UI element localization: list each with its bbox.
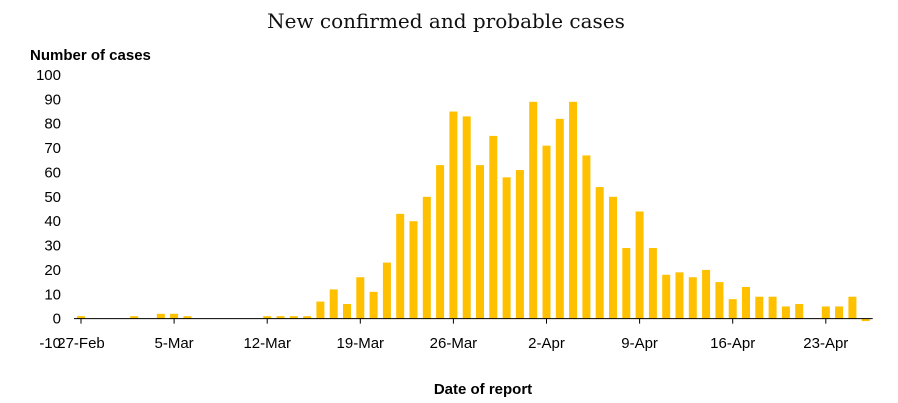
bar-28-Mar	[476, 165, 484, 319]
bar-31-Mar	[515, 170, 524, 319]
bar-23-Mar	[409, 221, 418, 319]
bar-5-Apr	[582, 155, 591, 319]
bar-15-Mar	[303, 316, 312, 319]
y-tick-label: 30	[44, 238, 61, 255]
bar-19-Mar	[356, 277, 365, 319]
x-axis: 27-Feb 5-Mar 12-Mar 19-Mar 26-Mar 2-Apr 9-Apr 1…	[57, 318, 848, 352]
y-tick-label: 80	[44, 116, 61, 133]
bar-21-Mar	[382, 262, 391, 319]
chart-title: New confirmed and probable cases	[267, 9, 625, 33]
bar-2-Apr	[542, 145, 551, 319]
bar-13-Apr	[688, 277, 697, 319]
y-tick-label: 40	[44, 213, 61, 230]
bar-26-Apr	[861, 318, 870, 322]
bar-5-Mar	[170, 313, 179, 319]
x-tick-label: 27-Feb	[57, 335, 105, 352]
bar-26-Mar	[449, 111, 458, 319]
x-tick-label: 9-Apr	[621, 335, 658, 352]
bar-21-Apr	[795, 304, 804, 319]
x-axis-title: Date of report	[434, 381, 532, 398]
bar-27-Feb	[77, 316, 85, 319]
y-tick-label: -10	[39, 335, 61, 352]
bar-3-Apr	[555, 118, 564, 319]
y-tick-label: 0	[53, 311, 61, 328]
x-tick-label: 23-Apr	[803, 335, 848, 352]
y-tick-label: 20	[44, 262, 61, 279]
bar-13-Mar	[276, 316, 285, 319]
bar-6-Mar	[183, 316, 192, 319]
bar-18-Apr	[755, 296, 764, 319]
bar-4-Mar	[156, 313, 165, 319]
x-tick-label: 12-Mar	[243, 335, 291, 352]
y-tick-label: 70	[44, 140, 61, 157]
bar-4-Apr	[569, 101, 578, 319]
bar-24-Apr	[835, 306, 844, 319]
bar-29-Mar	[489, 135, 498, 319]
bar-15-Apr	[715, 282, 724, 319]
bar-27-Mar	[462, 116, 471, 319]
bar-20-Mar	[369, 291, 378, 319]
bar-9-Apr	[635, 211, 644, 319]
x-tick-label: 16-Apr	[710, 335, 755, 352]
bar-19-Apr	[768, 296, 777, 319]
x-tick-label: 2-Apr	[528, 335, 565, 352]
x-tick-label: 5-Mar	[155, 335, 194, 352]
bar-25-Apr	[848, 296, 857, 319]
bar-22-Mar	[396, 213, 405, 319]
y-tick-label: 90	[44, 91, 61, 108]
bar-16-Mar	[316, 301, 325, 319]
x-tick-label: 26-Mar	[430, 335, 478, 352]
bar-10-Apr	[648, 247, 657, 319]
bar-24-Mar	[422, 196, 431, 319]
bar-18-Mar	[343, 304, 351, 319]
bar-16-Apr	[728, 299, 737, 319]
y-tick-label: 60	[44, 164, 61, 181]
bar-14-Apr	[702, 269, 711, 319]
bar-25-Mar	[436, 165, 445, 319]
bar-14-Mar	[289, 316, 298, 319]
bar-8-Apr	[622, 247, 631, 319]
bar-2-Mar	[130, 316, 139, 319]
bars	[77, 101, 870, 322]
bar-20-Apr	[781, 306, 790, 319]
y-tick-label: 100	[36, 67, 61, 84]
bar-23-Apr	[821, 306, 830, 319]
bar-11-Apr	[662, 274, 671, 319]
bar-17-Mar	[329, 289, 338, 319]
bar-6-Apr	[595, 187, 604, 319]
bar-7-Apr	[609, 196, 617, 319]
y-axis: -10 0 10 20 30 40 50 60 70 80 90 100	[36, 67, 61, 352]
y-tick-label: 10	[44, 286, 61, 303]
bar-1-Apr	[529, 101, 538, 319]
bar-17-Apr	[742, 286, 750, 319]
y-tick-label: 50	[44, 189, 61, 206]
bar-12-Apr	[675, 272, 684, 319]
bar-30-Mar	[502, 177, 511, 319]
x-tick-label: 19-Mar	[337, 335, 385, 352]
y-axis-title: Number of cases	[30, 47, 151, 64]
bar-12-Mar	[263, 316, 272, 319]
